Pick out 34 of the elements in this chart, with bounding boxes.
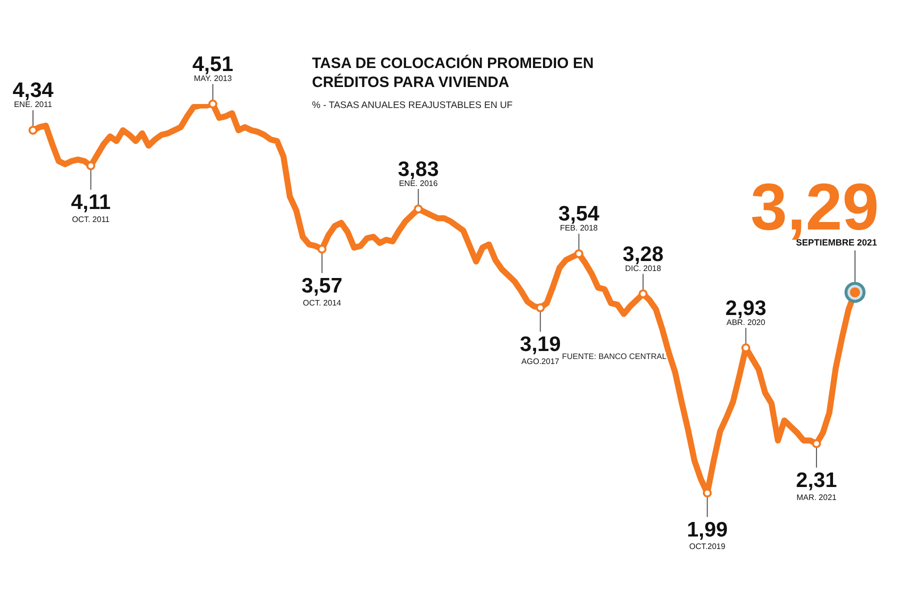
annotation: ENE. 2016 [398, 178, 438, 188]
annotation: MAR. 2021 [796, 492, 838, 502]
annotation: ENE. 2011 [14, 100, 53, 110]
data-label: 1,99 [686, 518, 728, 542]
text: MAY. 2013 [194, 74, 232, 83]
annotation: AGO.2017 [521, 356, 560, 366]
data-label: 3,57 [302, 274, 342, 298]
point [28, 126, 38, 135]
point [812, 439, 821, 448]
annotation: OCT. 2014 [302, 298, 342, 308]
data-label: 3,19 [520, 333, 561, 356]
annotation: ABR. 2020 [726, 318, 766, 327]
data-label: 3,28 [622, 242, 664, 266]
data-label: 2,93 [725, 296, 766, 320]
chart-title: TASA DE COLOCACIÓN PROMEDIO EN CRÉDITOS PARA VIVIENDA [312, 54, 595, 92]
point [638, 289, 648, 298]
point [536, 303, 545, 312]
point [208, 100, 218, 108]
annotation: FUENTE: BANCO CENTRAL [562, 352, 666, 361]
data-label: 4,11 [70, 191, 111, 214]
annotation: FEB. 2018 [560, 224, 598, 233]
point [574, 249, 584, 258]
point [414, 204, 423, 214]
data-label: 2,31 [796, 468, 838, 492]
text: OCT.2019 [689, 542, 726, 552]
data-label: 4,34 [12, 79, 54, 102]
point [86, 161, 96, 170]
data-label: 4,51 [192, 53, 234, 76]
data-label: 3,83 [398, 158, 439, 181]
point [317, 244, 326, 254]
data-label: 3,54 [558, 202, 600, 226]
annotation: OCT. 2011 [72, 214, 110, 224]
chart-subtitle: % - TASAS ANUALES REAJUSTABLES EN UF [312, 100, 513, 111]
annotation: DIC. 2018 [625, 264, 662, 273]
